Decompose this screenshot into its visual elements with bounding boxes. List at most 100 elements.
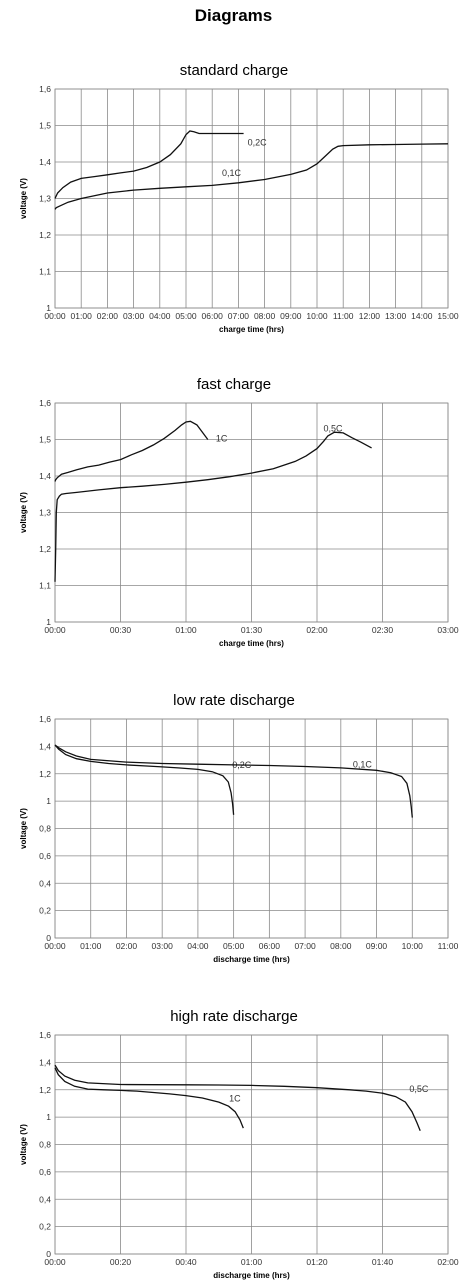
x-tick-label: 06:00 xyxy=(259,941,281,951)
x-tick-label: 01:00 xyxy=(80,941,102,951)
x-tick-label: 01:20 xyxy=(306,1257,328,1267)
x-tick-label: 12:00 xyxy=(359,311,381,321)
x-tick-label: 01:00 xyxy=(175,625,197,635)
chart-svg: fast charge 1 1,1 1,2 1,3 1,4 1,5 1,6 00:00 00:30… xyxy=(19,376,459,648)
plot-area-frame xyxy=(54,718,449,939)
x-tick-label: 00:00 xyxy=(44,625,66,635)
x-axis-label: discharge time (hrs) xyxy=(213,1271,290,1280)
chart-title: low rate discharge xyxy=(173,692,295,709)
y-tick-label: 0 xyxy=(46,1249,51,1259)
series-line-0-5c xyxy=(54,1064,421,1132)
x-tick-label: 05:00 xyxy=(223,941,245,951)
x-tick-label: 02:00 xyxy=(97,311,119,321)
y-tick-label: 1,4 xyxy=(39,157,51,167)
x-tick-label: 00:00 xyxy=(44,941,66,951)
series-line-0-5c xyxy=(54,431,372,582)
series-line-0-1c xyxy=(54,744,413,818)
chart-svg: high rate discharge 0 0,2 0,4 0,6 0,8 1 1,2 1,4 1… xyxy=(19,1008,459,1280)
x-tick-label: 01:40 xyxy=(372,1257,394,1267)
y-tick-label: 1,3 xyxy=(39,508,51,518)
y-tick-label: 1,2 xyxy=(39,230,51,240)
y-tick-label: 1,6 xyxy=(39,84,51,94)
y-tick-label: 1,5 xyxy=(39,121,51,131)
y-axis-label: voltage (V) xyxy=(19,808,28,849)
chart-svg: low rate discharge 0 0,2 0,4 0,6 0,8 1 1,2 1,4 1,… xyxy=(19,692,459,964)
x-tick-label: 03:00 xyxy=(123,311,145,321)
x-tick-label: 01:30 xyxy=(241,625,263,635)
chart-standard-charge: standard charge 1 1,1 1,2 1,3 1,4 1,5 1,6 00:00 0… xyxy=(0,58,467,336)
y-tick-label: 0,6 xyxy=(39,851,51,861)
plot-area-frame xyxy=(54,402,449,623)
chart-title: fast charge xyxy=(197,376,271,393)
x-tick-label: 10:00 xyxy=(306,311,328,321)
x-tick-label: 00:20 xyxy=(110,1257,132,1267)
series-line-0-1c xyxy=(54,143,449,210)
chart-title: standard charge xyxy=(180,62,288,79)
series-label-1c: 1C xyxy=(229,1094,241,1104)
x-tick-label: 07:00 xyxy=(228,311,250,321)
x-tick-label: 08:00 xyxy=(254,311,276,321)
y-tick-label: 1 xyxy=(46,1112,51,1122)
chart-title: high rate discharge xyxy=(170,1008,298,1025)
series-line-0-2c xyxy=(54,130,244,199)
y-axis-label: voltage (V) xyxy=(19,492,28,533)
y-tick-label: 1,2 xyxy=(39,1085,51,1095)
x-tick-label: 02:00 xyxy=(306,625,328,635)
y-axis-label: voltage (V) xyxy=(19,1124,28,1165)
y-tick-label: 1,4 xyxy=(39,741,51,751)
chart-high-rate-discharge: high rate discharge 0 0,2 0,4 0,6 0,8 1 1,2 1,4 1… xyxy=(0,1004,467,1282)
series-label-0-2c: 0,2C xyxy=(248,138,268,148)
series-label-1c: 1C xyxy=(216,434,228,444)
y-tick-label: 0,6 xyxy=(39,1167,51,1177)
x-tick-label: 07:00 xyxy=(294,941,316,951)
series-label-0-5c: 0,5C xyxy=(324,423,344,433)
x-tick-label: 08:00 xyxy=(330,941,352,951)
x-tick-label: 02:00 xyxy=(437,1257,459,1267)
x-tick-label: 15:00 xyxy=(437,311,459,321)
x-tick-label: 14:00 xyxy=(411,311,433,321)
y-tick-label: 0,4 xyxy=(39,878,51,888)
x-tick-label: 02:00 xyxy=(116,941,138,951)
x-axis-label: charge time (hrs) xyxy=(219,639,284,648)
series-label-0-1c: 0,1C xyxy=(353,760,373,770)
y-tick-label: 1 xyxy=(46,617,51,627)
y-tick-label: 0,8 xyxy=(39,824,51,834)
x-tick-label: 01:00 xyxy=(241,1257,263,1267)
chart-low-rate-discharge: low rate discharge 0 0,2 0,4 0,6 0,8 1 1,2 1,4 1,… xyxy=(0,688,467,966)
x-tick-label: 10:00 xyxy=(402,941,424,951)
x-tick-label: 02:30 xyxy=(372,625,394,635)
y-tick-label: 0,4 xyxy=(39,1194,51,1204)
x-tick-label: 09:00 xyxy=(280,311,302,321)
series-label-0-5c: 0,5C xyxy=(409,1084,429,1094)
y-tick-label: 1 xyxy=(46,303,51,313)
x-tick-label: 06:00 xyxy=(202,311,224,321)
plot-area-frame xyxy=(54,1034,449,1255)
y-tick-label: 1,4 xyxy=(39,471,51,481)
x-tick-label: 00:00 xyxy=(44,1257,66,1267)
y-tick-label: 1,6 xyxy=(39,714,51,724)
y-tick-label: 0,2 xyxy=(39,906,51,916)
y-axis-label: voltage (V) xyxy=(19,178,28,219)
chart-fast-charge: fast charge 1 1,1 1,2 1,3 1,4 1,5 1,6 00:00 00:30… xyxy=(0,372,467,650)
y-tick-label: 1,5 xyxy=(39,435,51,445)
y-tick-label: 1,2 xyxy=(39,544,51,554)
y-tick-label: 1,3 xyxy=(39,194,51,204)
x-tick-label: 04:00 xyxy=(149,311,171,321)
y-tick-label: 1,1 xyxy=(39,581,51,591)
series-line-1c xyxy=(54,1067,244,1129)
y-tick-label: 1,6 xyxy=(39,1030,51,1040)
x-axis-label: charge time (hrs) xyxy=(219,325,284,334)
x-tick-label: 00:30 xyxy=(110,625,132,635)
x-tick-label: 13:00 xyxy=(385,311,407,321)
x-axis-label: discharge time (hrs) xyxy=(213,955,290,964)
x-tick-label: 11:00 xyxy=(438,941,459,951)
series-line-1c xyxy=(54,420,209,482)
x-tick-label: 00:00 xyxy=(44,311,66,321)
x-tick-label: 01:00 xyxy=(71,311,93,321)
y-tick-label: 0,2 xyxy=(39,1222,51,1232)
chart-svg: standard charge 1 1,1 1,2 1,3 1,4 1,5 1,6 00:00 0… xyxy=(19,62,459,334)
x-tick-label: 09:00 xyxy=(366,941,388,951)
x-tick-label: 03:00 xyxy=(437,625,459,635)
series-line-0-2c xyxy=(54,744,235,815)
page-heading: Diagrams xyxy=(194,6,273,25)
